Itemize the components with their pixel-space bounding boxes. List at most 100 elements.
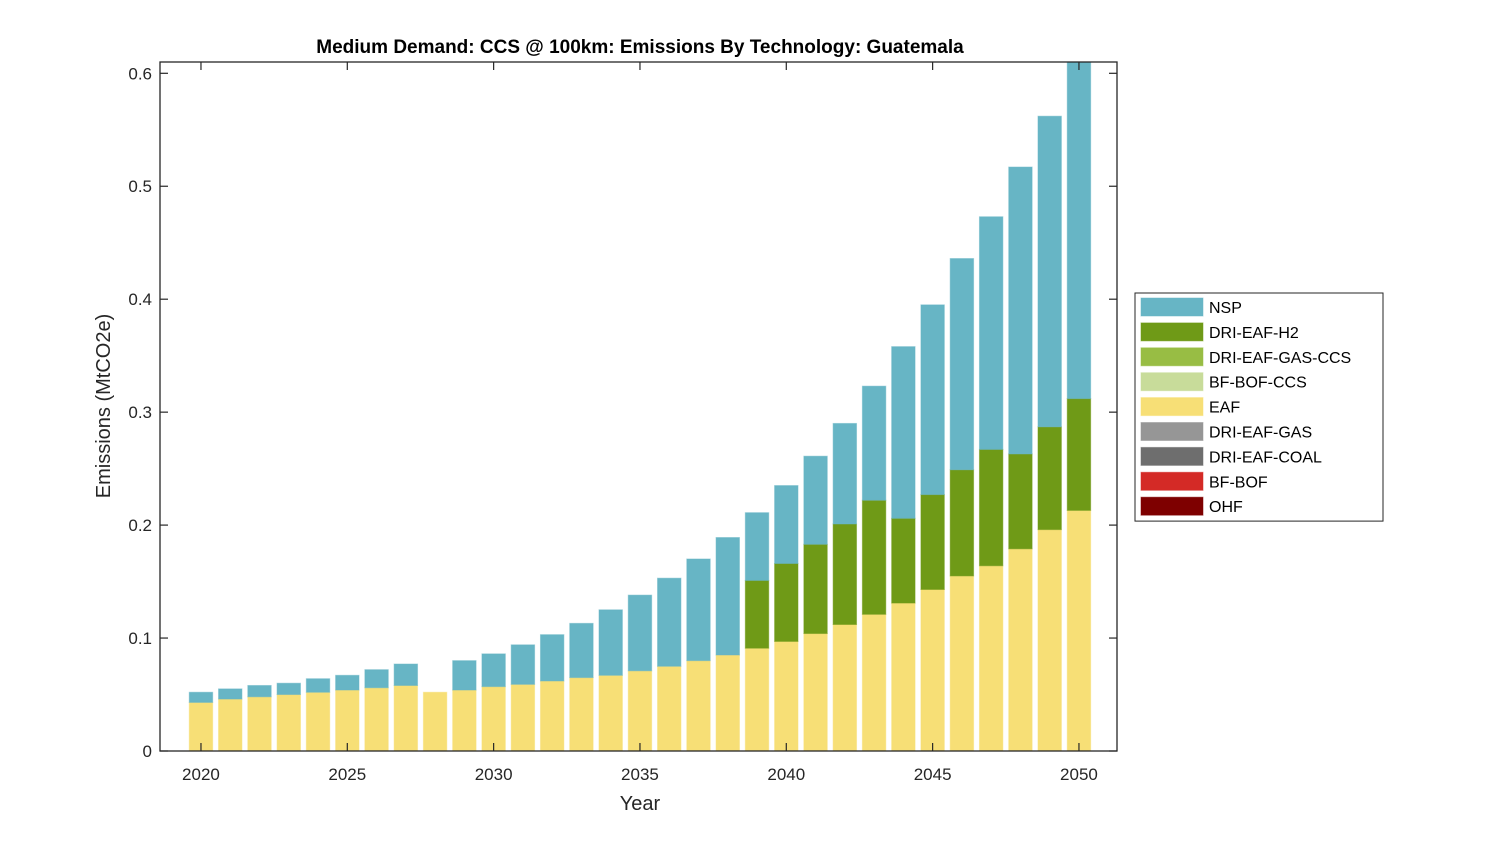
bar-segment-nsp-2020 (188, 691, 214, 703)
bar-segment-nsp-2022 (247, 684, 272, 698)
y-tick-label: 0.4 (128, 290, 152, 309)
bar-segment-eaf-2040 (774, 640, 799, 751)
y-tick-label: 0.3 (128, 403, 152, 422)
bar-segment-eaf-2030 (481, 686, 506, 751)
bar-segment-nsp-2041 (803, 455, 828, 545)
bar-segment-nsp-2046 (949, 258, 975, 471)
bar-segment-nsp-2042 (832, 422, 858, 525)
y-tick-label: 0.1 (128, 629, 152, 648)
legend-swatch-dri-eaf-gas (1140, 422, 1204, 441)
bar-segment-eaf-2031 (510, 683, 536, 751)
bar-segment-eaf-2050 (1066, 509, 1092, 751)
axes-group: 0 0.1 0.2 0.3 0.4 0.5 0.6 2020 2025 2030 2035 2040 2… (128, 61, 1118, 784)
bar-segment-nsp-2023 (276, 682, 301, 696)
bar-segment-eaf-2039 (744, 647, 770, 751)
bar-segment-nsp-2031 (510, 644, 536, 685)
bar-segment-eaf-2043 (861, 613, 887, 751)
bar-segment-nsp-2047 (978, 216, 1004, 450)
bar-segment-dri-eaf-h2-2048 (1008, 453, 1033, 550)
bar-segment-nsp-2043 (861, 385, 887, 501)
y-tick-label: 0.6 (128, 64, 152, 83)
legend-swatch-dri-eaf-h2 (1140, 322, 1204, 342)
bar-segment-nsp-2026 (364, 669, 389, 689)
chart-title: Medium Demand: CCS @ 100km: Emissions By… (316, 37, 964, 58)
legend-label-bf-bof: BF-BOF (1209, 474, 1268, 491)
bar-segment-eaf-2032 (539, 680, 565, 751)
bar-segment-eaf-2044 (891, 602, 916, 751)
legend-label-dri-eaf-gas: DRI-EAF-GAS (1209, 425, 1312, 442)
bar-segment-dri-eaf-h2-2045 (920, 494, 945, 590)
bar-segment-nsp-2040 (774, 485, 799, 565)
bar-segment-eaf-2048 (1008, 548, 1033, 751)
bar-segment-dri-eaf-h2-2043 (861, 499, 887, 615)
bar-segment-nsp-2044 (891, 346, 916, 519)
bar-segment-nsp-2049 (1037, 115, 1062, 428)
legend-label-dri-eaf-h2: DRI-EAF-H2 (1209, 325, 1299, 342)
legend-label-nsp: NSP (1209, 300, 1242, 317)
legend-swatch-dri-eaf-coal (1140, 446, 1204, 466)
x-tick-label: 2025 (328, 765, 366, 784)
bar-segment-dri-eaf-h2-2047 (978, 448, 1004, 567)
bar-segment-dri-eaf-h2-2044 (891, 517, 916, 604)
x-tick-label: 2020 (182, 765, 220, 784)
bar-segment-dri-eaf-h2-2041 (803, 543, 828, 635)
bars-group (188, 62, 1092, 751)
x-tick-label: 2045 (914, 765, 952, 784)
bar-segment-eaf-2028 (422, 691, 448, 751)
bar-segment-nsp-2050 (1066, 62, 1092, 400)
x-axis-label: Year (620, 793, 661, 815)
legend-swatch-dri-eaf-gas-ccs (1140, 347, 1204, 367)
bar-segment-nsp-2048 (1008, 166, 1033, 455)
bar-segment-eaf-2033 (569, 677, 594, 751)
bar-segment-nsp-2036 (657, 577, 682, 667)
legend-label-dri-eaf-gas-ccs: DRI-EAF-GAS-CCS (1209, 350, 1351, 367)
bar-segment-nsp-2029 (452, 660, 477, 691)
x-tick-label: 2035 (621, 765, 659, 784)
bar-segment-nsp-2030 (481, 653, 506, 688)
legend-swatch-ohf (1140, 496, 1204, 516)
bar-segment-nsp-2027 (393, 663, 419, 686)
bar-segment-eaf-2037 (686, 660, 711, 751)
bar-segment-dri-eaf-h2-2039 (744, 579, 770, 649)
legend-swatch-nsp (1140, 297, 1204, 317)
legend-swatch-bf-bof-ccs (1140, 372, 1204, 392)
bar-segment-eaf-2024 (305, 691, 331, 751)
bar-segment-eaf-2027 (393, 684, 419, 751)
y-tick-label: 0.5 (128, 177, 152, 196)
x-tick-label: 2030 (475, 765, 513, 784)
bar-segment-dri-eaf-h2-2046 (949, 469, 975, 577)
bar-segment-dri-eaf-h2-2050 (1066, 398, 1092, 511)
y-axis-label: Emissions (MtCO2e) (93, 314, 115, 498)
bar-segment-nsp-2033 (569, 622, 594, 679)
bar-segment-eaf-2035 (627, 670, 653, 751)
bar-segment-eaf-2047 (978, 565, 1004, 751)
bar-segment-dri-eaf-h2-2049 (1037, 426, 1062, 531)
bar-segment-eaf-2042 (832, 623, 858, 751)
bar-segment-eaf-2025 (335, 689, 360, 751)
bar-segment-nsp-2024 (305, 678, 331, 693)
legend-swatch-bf-bof (1140, 471, 1204, 491)
bar-segment-eaf-2022 (247, 696, 272, 751)
legend-label-eaf: EAF (1209, 400, 1240, 417)
bar-segment-eaf-2023 (276, 694, 301, 751)
legend-label-ohf: OHF (1209, 499, 1243, 516)
legend-label-bf-bof-ccs: BF-BOF-CCS (1209, 375, 1307, 392)
legend-swatch-eaf (1140, 397, 1204, 417)
bar-segment-eaf-2021 (218, 698, 243, 751)
bar-segment-eaf-2026 (364, 687, 389, 751)
y-tick-label: 0.2 (128, 516, 152, 535)
bar-segment-nsp-2035 (627, 594, 653, 672)
bar-segment-eaf-2049 (1037, 529, 1062, 751)
bar-segment-nsp-2032 (539, 634, 565, 682)
bar-segment-dri-eaf-h2-2042 (832, 523, 858, 625)
x-tick-label: 2050 (1060, 765, 1098, 784)
bar-segment-nsp-2038 (715, 537, 740, 656)
bar-segment-eaf-2045 (920, 588, 945, 751)
bar-segment-nsp-2037 (686, 558, 711, 662)
axes-box (159, 61, 1118, 752)
bar-segment-eaf-2029 (452, 689, 477, 751)
bar-segment-nsp-2039 (744, 512, 770, 581)
bar-segment-eaf-2038 (715, 654, 740, 751)
bar-segment-eaf-2034 (598, 674, 623, 751)
